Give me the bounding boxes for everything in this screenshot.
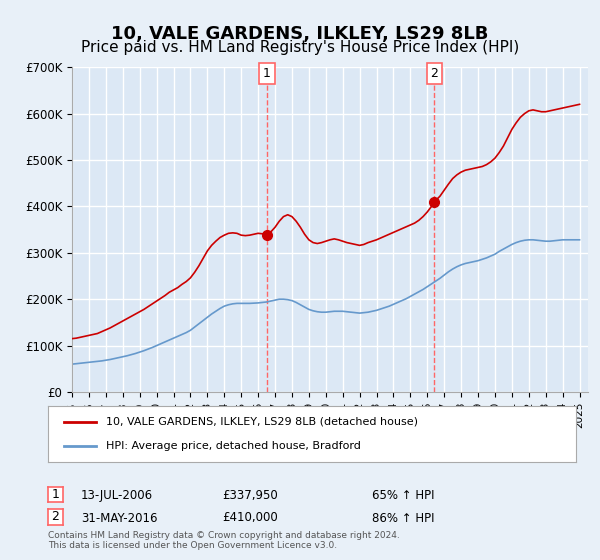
Text: £337,950: £337,950 [222,489,278,502]
Text: 10, VALE GARDENS, ILKLEY, LS29 8LB (detached house): 10, VALE GARDENS, ILKLEY, LS29 8LB (deta… [106,417,418,427]
Text: 13-JUL-2006: 13-JUL-2006 [81,489,153,502]
Text: 2: 2 [430,67,439,80]
Text: £410,000: £410,000 [222,511,278,525]
Text: 1: 1 [52,488,59,501]
Text: 65% ↑ HPI: 65% ↑ HPI [372,489,434,502]
Text: Contains HM Land Registry data © Crown copyright and database right 2024.
This d: Contains HM Land Registry data © Crown c… [48,530,400,550]
Text: 10, VALE GARDENS, ILKLEY, LS29 8LB: 10, VALE GARDENS, ILKLEY, LS29 8LB [112,25,488,43]
Text: 1: 1 [263,67,271,80]
Text: HPI: Average price, detached house, Bradford: HPI: Average price, detached house, Brad… [106,441,361,451]
Text: 31-MAY-2016: 31-MAY-2016 [81,511,157,525]
Text: Price paid vs. HM Land Registry's House Price Index (HPI): Price paid vs. HM Land Registry's House … [81,40,519,55]
Text: 86% ↑ HPI: 86% ↑ HPI [372,511,434,525]
Text: 2: 2 [52,510,59,524]
